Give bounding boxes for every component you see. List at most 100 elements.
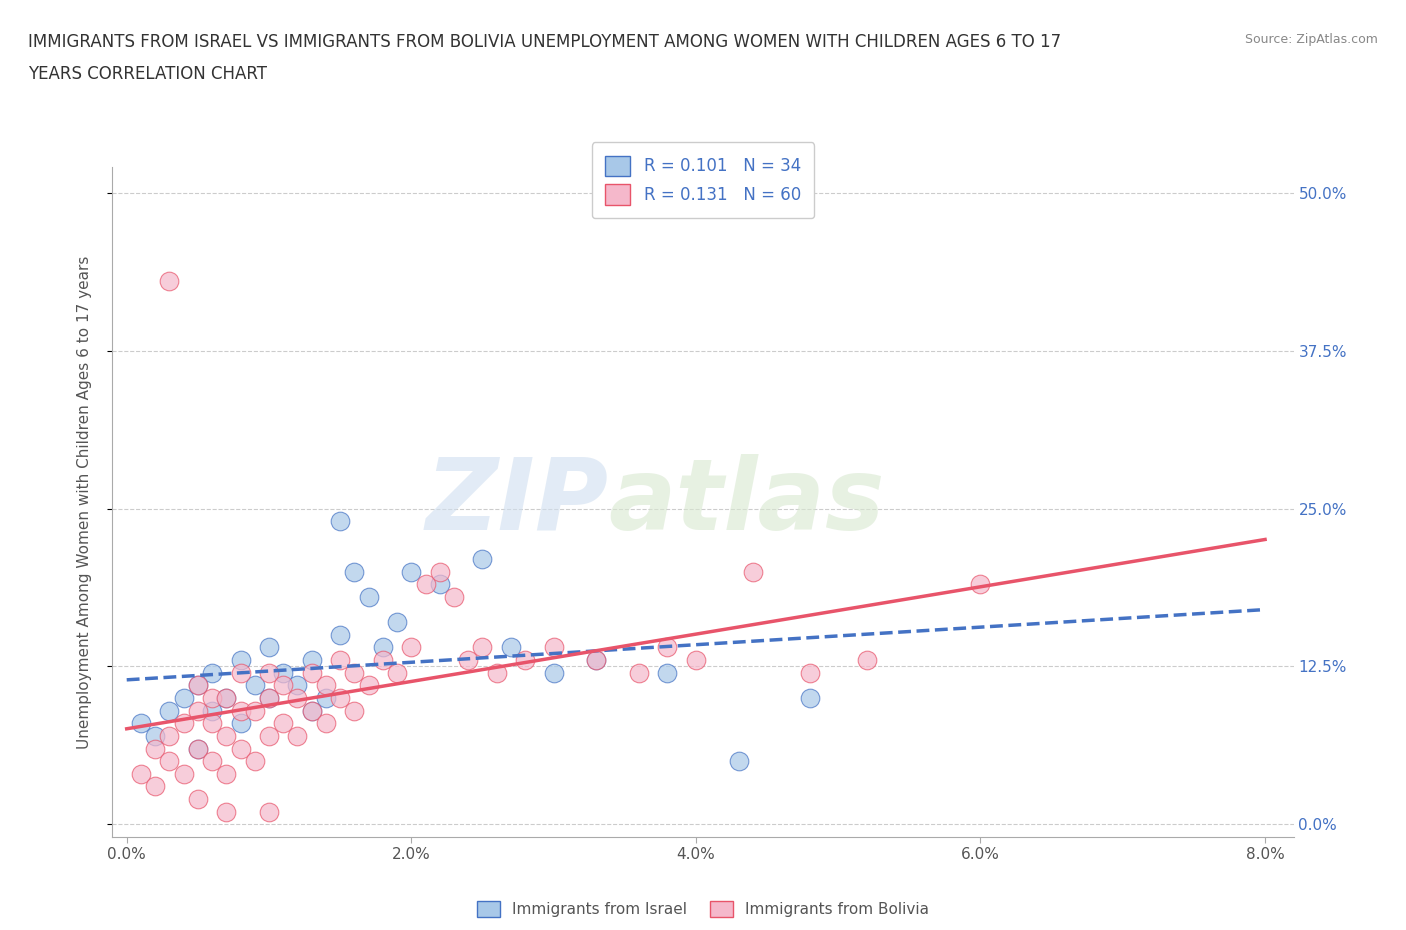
Point (229, 653, 252, 668)
Point (257, 665, 280, 680)
Point (315, 691, 337, 706)
Point (343, 565, 366, 579)
Point (329, 513, 352, 528)
Point (271, 716, 294, 731)
Point (201, 753, 224, 768)
Point (657, 640, 679, 655)
Point (229, 665, 252, 680)
Point (401, 640, 423, 655)
Point (271, 665, 294, 680)
Point (969, 577, 991, 591)
Point (173, 766, 195, 781)
Point (243, 753, 266, 768)
Point (385, 665, 408, 680)
Point (201, 716, 224, 731)
Point (329, 628, 352, 643)
Point (471, 551, 494, 566)
Point (215, 766, 238, 781)
Point (401, 565, 423, 579)
Point (187, 741, 209, 756)
Point (543, 640, 565, 655)
Point (157, 728, 180, 743)
Point (187, 678, 209, 693)
Point (173, 691, 195, 706)
Point (129, 716, 152, 731)
Point (429, 577, 451, 591)
Point (229, 703, 252, 718)
Point (685, 653, 707, 668)
Point (727, 753, 749, 768)
Point (257, 804, 280, 819)
Point (157, 703, 180, 718)
Y-axis label: Unemployment Among Women with Children Ages 6 to 17 years: Unemployment Among Women with Children A… (77, 256, 91, 749)
Point (201, 665, 224, 680)
Point (343, 665, 366, 680)
Point (201, 691, 224, 706)
Point (585, 653, 607, 668)
Text: Source: ZipAtlas.com: Source: ZipAtlas.com (1244, 33, 1378, 46)
Point (287, 728, 309, 743)
Point (187, 741, 209, 756)
Point (187, 703, 209, 718)
Point (257, 691, 280, 706)
Point (301, 703, 323, 718)
Point (143, 741, 166, 756)
Point (173, 716, 195, 731)
Point (301, 653, 323, 668)
Point (229, 716, 252, 731)
Point (585, 653, 607, 668)
Legend: Immigrants from Israel, Immigrants from Bolivia: Immigrants from Israel, Immigrants from … (471, 895, 935, 923)
Point (371, 653, 394, 668)
Point (201, 703, 224, 718)
Point (257, 728, 280, 743)
Point (257, 640, 280, 655)
Text: YEARS CORRELATION CHART: YEARS CORRELATION CHART (28, 65, 267, 83)
Point (301, 703, 323, 718)
Text: IMMIGRANTS FROM ISRAEL VS IMMIGRANTS FROM BOLIVIA UNEMPLOYMENT AMONG WOMEN WITH : IMMIGRANTS FROM ISRAEL VS IMMIGRANTS FRO… (28, 33, 1062, 50)
Point (443, 590, 465, 604)
Point (357, 590, 380, 604)
Point (485, 665, 508, 680)
Point (657, 665, 679, 680)
Point (627, 665, 650, 680)
Point (301, 665, 323, 680)
Point (271, 678, 294, 693)
Point (287, 678, 309, 693)
Point (229, 741, 252, 756)
Point (343, 703, 366, 718)
Point (741, 565, 763, 579)
Point (157, 273, 180, 288)
Point (357, 678, 380, 693)
Point (187, 678, 209, 693)
Point (429, 565, 451, 579)
Point (799, 691, 821, 706)
Point (799, 665, 821, 680)
Point (371, 640, 394, 655)
Point (129, 766, 152, 781)
Point (499, 640, 522, 655)
Point (215, 691, 238, 706)
Text: ZIP: ZIP (426, 454, 609, 551)
Point (143, 728, 166, 743)
Point (415, 577, 437, 591)
Point (187, 791, 209, 806)
Point (543, 665, 565, 680)
Point (385, 615, 408, 630)
Point (315, 716, 337, 731)
Point (329, 653, 352, 668)
Point (471, 640, 494, 655)
Point (315, 678, 337, 693)
Point (329, 691, 352, 706)
Text: atlas: atlas (609, 454, 884, 551)
Point (243, 678, 266, 693)
Point (243, 703, 266, 718)
Point (287, 691, 309, 706)
Point (143, 779, 166, 794)
Point (215, 728, 238, 743)
Point (457, 653, 479, 668)
Point (513, 653, 536, 668)
Point (215, 691, 238, 706)
Point (215, 804, 238, 819)
Point (257, 691, 280, 706)
Point (855, 653, 877, 668)
